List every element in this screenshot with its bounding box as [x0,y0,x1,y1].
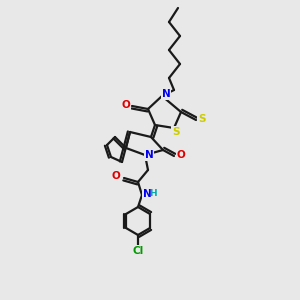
Text: Cl: Cl [132,246,144,256]
Text: O: O [177,150,185,160]
Text: N: N [142,189,152,199]
Text: H: H [149,190,157,199]
Text: O: O [122,100,130,110]
Text: O: O [112,171,120,181]
Text: N: N [145,150,153,160]
Text: S: S [172,127,180,137]
Text: N: N [162,89,170,99]
Text: S: S [198,114,206,124]
